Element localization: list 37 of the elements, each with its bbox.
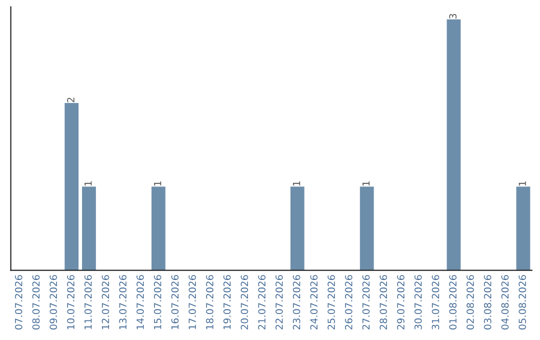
x-tick-label: 11.07.2026 (84, 275, 92, 330)
x-tick-label: 22.07.2026 (276, 275, 283, 330)
x-tick-label: 21.07.2026 (258, 275, 266, 330)
data-label: 3 (449, 14, 457, 19)
x-tick-label: 17.07.2026 (188, 275, 196, 330)
x-tick-label: 03.08.2026 (484, 275, 492, 330)
x-tick-label: 23.07.2026 (292, 275, 300, 330)
x-tick-label: 12.07.2026 (102, 275, 110, 330)
data-label: 1 (84, 181, 92, 186)
x-tick-label: 30.07.2026 (414, 275, 422, 330)
x-tick-label: 14.07.2026 (136, 275, 144, 330)
x-tick-label: 01.08.2026 (449, 275, 457, 330)
data-label: 1 (154, 181, 162, 186)
x-tick-label: 02.08.2026 (466, 275, 474, 330)
x-tick-label: 16.07.2026 (171, 275, 179, 330)
x-tick-label: 26.07.2026 (344, 275, 352, 330)
x-tick-label: 15.07.2026 (154, 275, 162, 330)
x-tick-label: 27.07.2026 (362, 275, 370, 330)
x-tick-label: 24.07.2026 (310, 275, 318, 330)
x-tick-label: 10.07.2026 (67, 275, 74, 330)
x-tick-label: 04.08.2026 (501, 275, 509, 330)
x-tick-label: 07.07.2026 (14, 275, 22, 330)
x-tick-label: 18.07.2026 (206, 275, 214, 330)
x-tick-label: 08.07.2026 (32, 275, 40, 330)
data-label: 1 (362, 181, 370, 186)
x-tick-label: 20.07.2026 (240, 275, 248, 330)
x-tick-label: 19.07.2026 (223, 275, 231, 330)
data-label: 2 (67, 98, 74, 102)
x-tick-label: 25.07.2026 (328, 275, 335, 330)
x-tick-label: 28.07.2026 (380, 275, 388, 330)
x-tick-label: 05.08.2026 (518, 275, 526, 330)
x-tick-label: 29.07.2026 (397, 275, 404, 330)
data-label: 1 (293, 181, 300, 186)
x-tick-label: 09.07.2026 (50, 275, 58, 330)
x-tick-label: 13.07.2026 (119, 275, 127, 330)
x-tick-label: 31.07.2026 (432, 275, 440, 330)
data-label: 1 (518, 181, 526, 186)
